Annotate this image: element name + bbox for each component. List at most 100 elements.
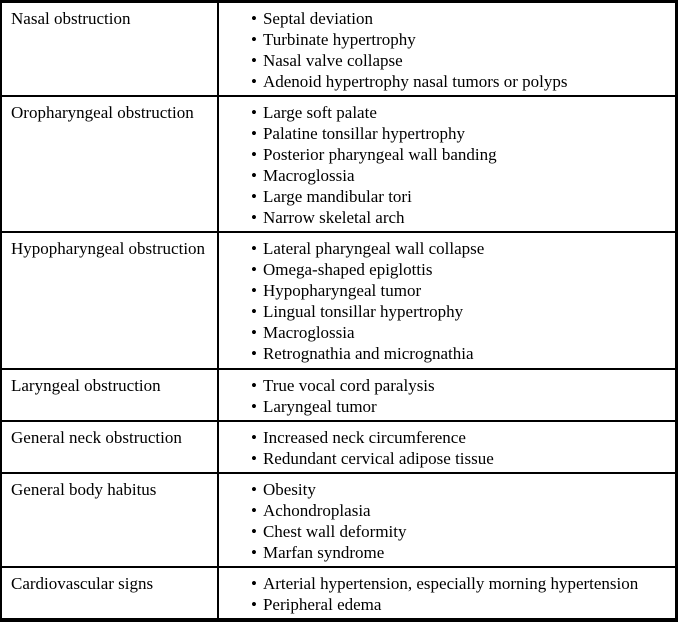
list-item-text: Nasal valve collapse [262,51,403,70]
bullet-icon: • [251,302,257,322]
list-item-text: Peripheral edema [262,594,382,614]
list-item: • Arterial hypertension, especially morni… [251,573,673,594]
list-item-text: Septal deviation [262,9,373,28]
list-item: • Lateral pharyngeal wall collapse [251,238,673,259]
list-item: • Turbinate hypertrophy [251,29,673,50]
list-item: • Large soft palate [251,102,673,123]
list-item: • Hypopharyngeal tumor [251,280,673,301]
list-item-text: Large soft palate [262,103,377,123]
list-item: • Increased neck circumference [251,427,673,448]
list-item-text: Posterior pharyngeal wall banding [262,145,497,165]
bullet-icon: • [251,187,257,207]
table-body: Nasal obstruction • Septal deviation • Tur… [2,3,675,618]
list-item-text: Chest wall deformity [262,521,407,541]
list-item-text: Lingual tonsillar hypertrophy [262,302,464,322]
list-item: • Macroglossia [251,165,673,186]
list-item-text: Turbinate hypertrophy [262,30,416,49]
table-row: Hypopharyngeal obstruction • Lateral phar… [2,233,675,370]
bullet-icon: • [251,124,257,144]
bullet-icon: • [251,9,257,28]
bullet-icon: • [251,281,257,301]
list-item-text: Adenoid hypertrophy nasal tumors or poly… [262,72,568,91]
bullet-icon: • [251,344,257,364]
category-cell: General body habitus [2,473,219,568]
bullet-icon: • [251,375,257,395]
bullet-icon: • [251,396,257,416]
bullet-icon: • [251,166,257,186]
bullet-icon: • [251,260,257,280]
list-item: • Obesity [251,479,673,500]
category-cell: General neck obstruction [2,421,219,474]
list-item: • Omega-shaped epiglottis [251,259,673,280]
list-item-text: Obesity [262,479,316,499]
list-item-text: Retrognathia and micrognathia [262,344,474,364]
bullet-icon: • [251,30,257,49]
category-cell: Hypopharyngeal obstruction [2,233,219,370]
findings-cell: • Septal deviation • Turbinate hypertrophy… [219,3,675,98]
bullet-icon: • [251,479,257,499]
bullet-icon: • [251,594,257,614]
category-cell: Cardiovascular signs [2,567,219,618]
table-row: Cardiovascular signs • Arterial hypertens… [2,567,675,618]
list-item-text: Marfan syndrome [262,542,385,562]
list-item: • Laryngeal tumor [251,396,673,417]
bullet-icon: • [251,573,257,593]
table-row: Oropharyngeal obstruction • Large soft pa… [2,97,675,234]
list-item-text: True vocal cord paralysis [262,375,435,395]
list-item: • Retrognathia and micrognathia [251,343,673,364]
list-item: • Marfan syndrome [251,542,673,563]
list-item-text: Lateral pharyngeal wall collapse [262,239,485,259]
list-item-text: Large mandibular tori [262,187,412,207]
table-row: General neck obstruction • Increased neck… [2,421,675,474]
bullet-icon: • [251,51,257,70]
category-cell: Laryngeal obstruction [2,369,219,422]
list-item: • Large mandibular tori [251,186,673,207]
list-item: • Achondroplasia [251,500,673,521]
list-item: • Redundant cervical adipose tissue [251,448,673,469]
list-item: • Macroglossia [251,322,673,343]
bullet-icon: • [251,448,257,468]
findings-cell: • Arterial hypertension, especially morni… [219,568,675,618]
list-item: • True vocal cord paralysis [251,375,673,396]
findings-cell: • True vocal cord paralysis • Laryngeal tu… [219,370,675,422]
list-item-text: Increased neck circumference [262,427,466,447]
list-item: • Posterior pharyngeal wall banding [251,144,673,165]
bullet-icon: • [251,239,257,259]
bullet-icon: • [251,427,257,447]
bullet-icon: • [251,542,257,562]
bullet-icon: • [251,145,257,165]
table-row: Laryngeal obstruction • True vocal cord p… [2,369,675,422]
list-item-text: Laryngeal tumor [262,396,377,416]
list-item: • Nasal valve collapse [251,50,673,71]
list-item-text: Narrow skeletal arch [262,208,405,228]
list-item: • Adenoid hypertrophy nasal tumors or pol… [251,71,673,92]
category-cell: Nasal obstruction [2,3,219,98]
list-item-text: Macroglossia [262,166,355,186]
list-item: • Peripheral edema [251,594,673,615]
list-item: • Septal deviation [251,8,673,29]
list-item-text: Achondroplasia [262,500,371,520]
list-item: • Palatine tonsillar hypertrophy [251,123,673,144]
list-item: • Chest wall deformity [251,521,673,542]
findings-cell: • Obesity • Achondroplasia • Chest wall def… [219,474,675,568]
findings-cell: • Increased neck circumference • Redundant… [219,422,675,474]
table-row: General body habitus • Obesity • Achondrop… [2,473,675,568]
list-item-text: Arterial hypertension, especially mornin… [262,573,639,593]
table-row: Nasal obstruction • Septal deviation • Tur… [2,3,675,98]
bullet-icon: • [251,72,257,91]
bullet-icon: • [251,208,257,228]
bullet-icon: • [251,103,257,123]
list-item-text: Macroglossia [262,323,355,343]
list-item: • Narrow skeletal arch [251,207,673,228]
bullet-icon: • [251,500,257,520]
list-item-text: Omega-shaped epiglottis [262,260,433,280]
list-item-text: Hypopharyngeal tumor [262,281,422,301]
bullet-icon: • [251,323,257,343]
category-cell: Oropharyngeal obstruction [2,97,219,234]
list-item: • Lingual tonsillar hypertrophy [251,301,673,322]
list-item-text: Palatine tonsillar hypertrophy [262,124,466,144]
findings-cell: • Large soft palate • Palatine tonsillar h… [219,97,675,234]
list-item-text: Redundant cervical adipose tissue [262,448,494,468]
findings-cell: • Lateral pharyngeal wall collapse • Omega… [219,233,675,370]
